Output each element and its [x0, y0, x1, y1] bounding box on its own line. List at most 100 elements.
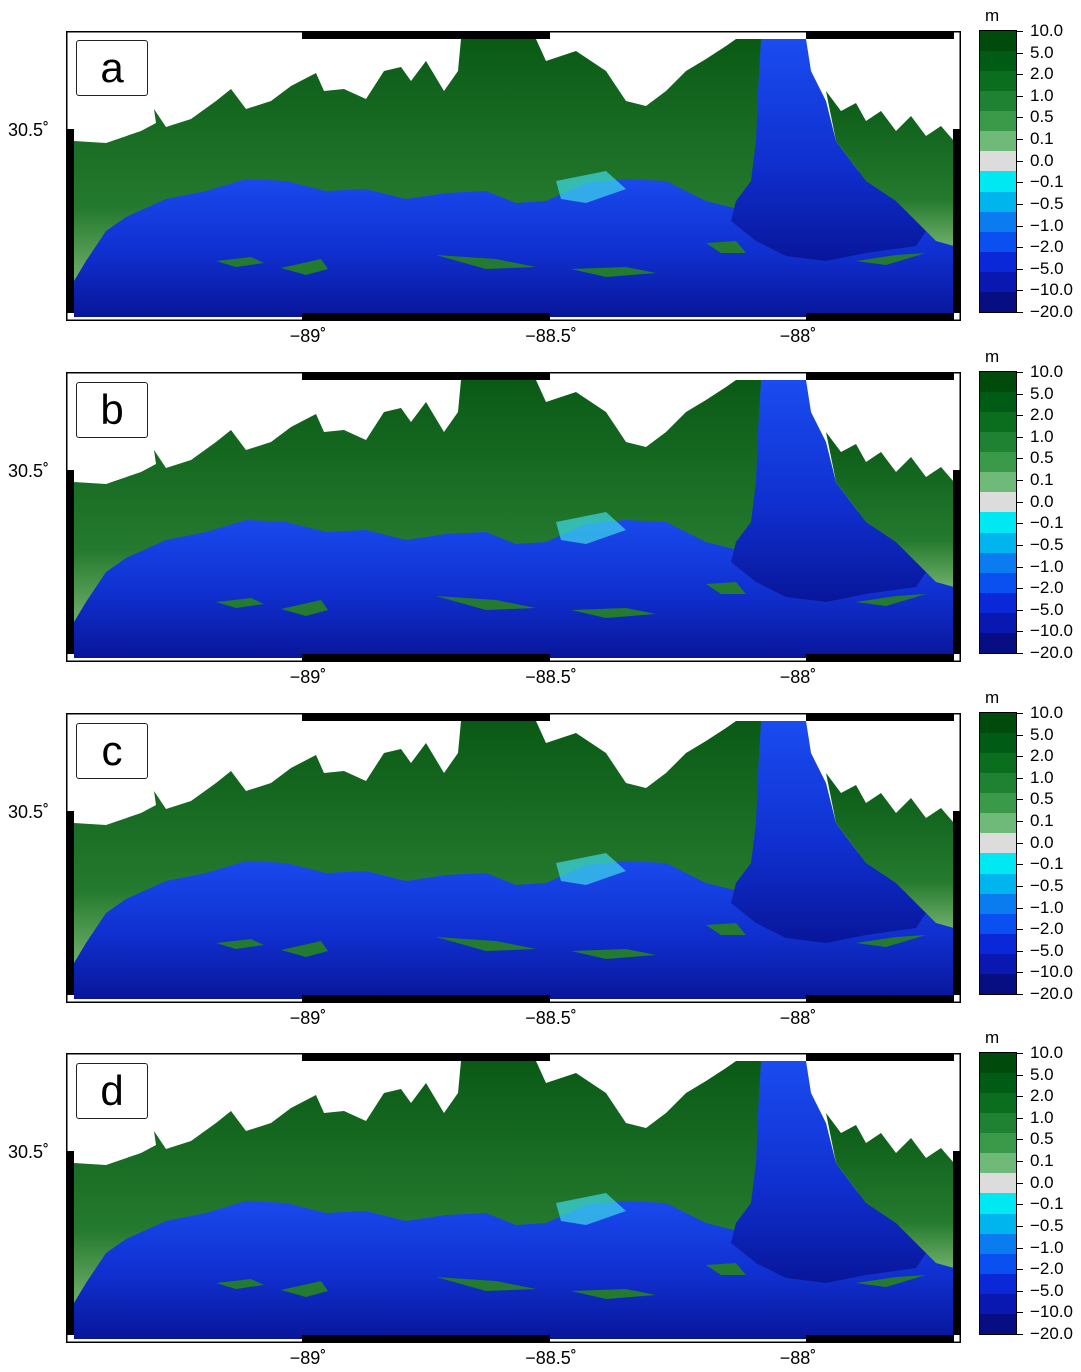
colorbar-tick: [1016, 393, 1023, 395]
colorbar-tick: [1016, 588, 1023, 590]
colorbar-segment: [980, 713, 1016, 734]
x-tick-label: −88.5˚: [525, 326, 577, 346]
colorbar-segment: [980, 1073, 1016, 1094]
border-bar-bottom: [302, 313, 550, 321]
barrier-island: [216, 257, 264, 267]
colorbar-label: −0.1: [1030, 854, 1064, 874]
colorbar-label: −0.5: [1030, 534, 1064, 554]
barrier-island: [571, 267, 656, 277]
colorbar-tick: [1016, 799, 1023, 801]
colorbar-label: 10.0: [1030, 362, 1064, 381]
east-land: [826, 91, 954, 246]
colorbar-segment: [980, 271, 1016, 292]
colorbar-segment: [980, 291, 1016, 312]
colorbar-tick: [1016, 544, 1023, 546]
colorbar-tick: [1016, 713, 1023, 714]
colorbar-label: −1.0: [1030, 215, 1064, 235]
colorbar-segment: [980, 893, 1016, 914]
colorbar-tick: [1016, 31, 1023, 32]
colorbar-tick: [1016, 415, 1023, 417]
colorbar-tick: [1016, 523, 1023, 525]
colorbar-label: 0.1: [1030, 129, 1054, 149]
colorbar-segment: [980, 632, 1016, 653]
map-canvas: [66, 713, 961, 1003]
colorbar-tick: [1016, 182, 1023, 184]
x-tick-label: −88.5˚: [525, 1348, 577, 1368]
colorbar-segment: [980, 973, 1016, 994]
x-tick-label: −88˚: [779, 1348, 817, 1368]
colorbar-segment: [980, 592, 1016, 613]
colorbar-label: 5.0: [1030, 383, 1054, 403]
x-tick-label: −89˚: [289, 667, 327, 687]
colorbar-tick: [1016, 566, 1023, 568]
colorbar-segment: [980, 372, 1016, 393]
barrier-island: [571, 608, 656, 618]
map-canvas: [66, 1053, 961, 1343]
colorbar-label: 10.0: [1030, 703, 1064, 722]
colorbar: [979, 1052, 1017, 1335]
colorbar-label: −5.0: [1030, 940, 1064, 960]
colorbar-unit: m: [985, 347, 1000, 366]
colorbar-segment: [980, 1233, 1016, 1254]
barrier-island: [436, 255, 536, 269]
border-bar-left: [66, 129, 74, 313]
mobile-bay: [731, 380, 926, 602]
colorbar-tick: [1016, 95, 1023, 97]
colorbar-label: 0.0: [1030, 1172, 1054, 1192]
border-bar-right: [953, 1151, 961, 1335]
x-tick-label: −88.5˚: [525, 1008, 577, 1028]
shallow-patch: [556, 171, 626, 203]
colorbar-tick: [1016, 756, 1023, 758]
colorbar-tick: [1016, 1334, 1023, 1335]
border-bar-left: [66, 470, 74, 654]
colorbar-label: −10.0: [1030, 1302, 1074, 1322]
colorbar-tick: [1016, 609, 1023, 611]
barrier-island: [706, 241, 746, 253]
colorbar-label: −20.0: [1030, 302, 1074, 321]
border-bar-bottom: [302, 654, 550, 662]
colorbar-tick: [1016, 480, 1023, 482]
colorbar-tick: [1016, 1290, 1023, 1292]
barrier-island: [281, 1281, 328, 1297]
colorbar-tick: [1016, 501, 1023, 503]
colorbar-segment: [980, 31, 1016, 52]
colorbar-segment: [980, 1133, 1016, 1154]
colorbar-label: −0.5: [1030, 1215, 1064, 1235]
colorbar-label: 0.1: [1030, 811, 1054, 831]
land-mass: [74, 1061, 766, 1303]
colorbar-label: −20.0: [1030, 1324, 1074, 1343]
colorbar-segment: [980, 512, 1016, 533]
colorbar-label: −10.0: [1030, 962, 1074, 982]
colorbar-segment: [980, 532, 1016, 553]
colorbar-segment: [980, 1253, 1016, 1274]
colorbar-label: −1.0: [1030, 1237, 1064, 1257]
border-bar-bottom: [806, 654, 954, 662]
colorbar-segment: [980, 432, 1016, 453]
colorbar-label: 1.0: [1030, 85, 1054, 105]
colorbar-tick: [1016, 1182, 1023, 1184]
barrier-island: [856, 1275, 926, 1287]
x-tick-label: −89˚: [289, 1348, 327, 1368]
colorbar-label: 0.1: [1030, 470, 1054, 490]
colorbar-tick: [1016, 885, 1023, 887]
border-bar-bottom: [806, 313, 954, 321]
colorbar-label: −0.1: [1030, 1194, 1064, 1214]
colorbar-label: −0.1: [1030, 172, 1064, 192]
colorbar-segment: [980, 1093, 1016, 1114]
colorbar-tick: [1016, 907, 1023, 909]
mobile-bay: [731, 39, 926, 261]
colorbar-tick: [1016, 1139, 1023, 1141]
colorbar-tick: [1016, 225, 1023, 227]
border-bar-left: [66, 1151, 74, 1335]
colorbar-label: 0.1: [1030, 1151, 1054, 1171]
land-mass: [74, 380, 766, 622]
map-panel-d: d 30.5˚ −89˚ −88.5˚ −88˚ m 10.0 5.0 2.0 1.0 0.5 0.1…: [0, 1022, 1081, 1368]
colorbar-segment: [980, 773, 1016, 794]
colorbar-segment: [980, 492, 1016, 513]
border-bar-right: [953, 129, 961, 313]
barrier-island: [216, 1279, 264, 1289]
colorbar-label: 2.0: [1030, 1086, 1054, 1106]
shallow-patch: [556, 512, 626, 544]
colorbar-segment: [980, 1213, 1016, 1234]
barrier-island: [216, 598, 264, 608]
